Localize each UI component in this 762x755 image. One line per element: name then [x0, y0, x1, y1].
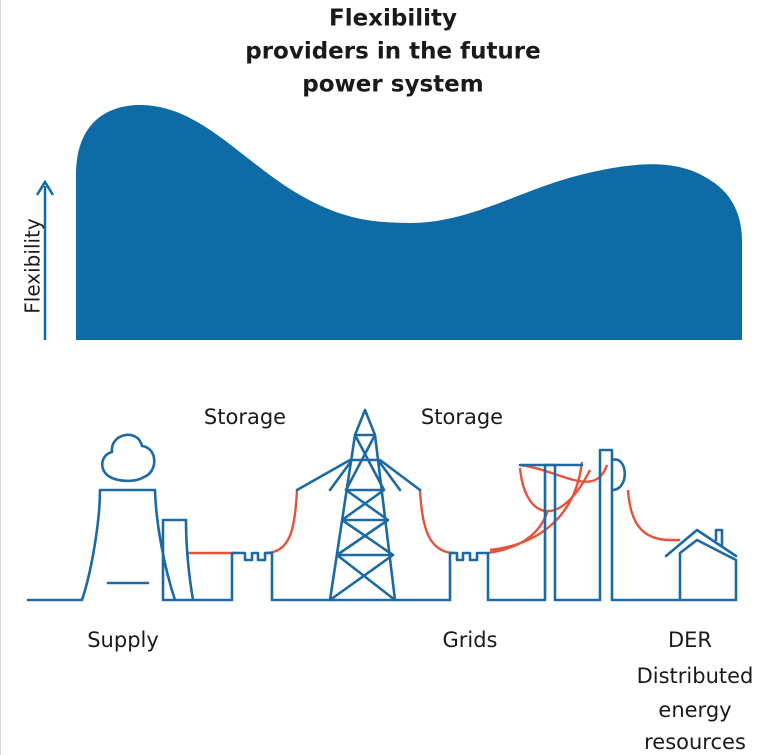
supply-label: Supply	[87, 628, 159, 652]
grids-label: Grids	[442, 628, 497, 652]
pole-arms	[518, 458, 626, 492]
pylon	[295, 408, 422, 602]
title-line: Flexibility	[329, 6, 457, 32]
der-description: Distributed	[637, 664, 754, 688]
title-line: power system	[302, 72, 483, 98]
storage-label: Storage	[204, 405, 286, 429]
axis-label: Flexibility	[21, 218, 45, 314]
arrow-head	[35, 179, 55, 196]
der-description: resources	[644, 730, 746, 754]
storage-label: Storage	[421, 405, 503, 429]
illustration	[26, 408, 738, 602]
steam-cloud	[100, 433, 156, 483]
power-lines	[186, 461, 680, 555]
buildings-outline	[26, 448, 738, 602]
flexibility-area	[76, 105, 742, 340]
der-description: energy	[658, 698, 731, 722]
title-line: providers in the future	[245, 39, 541, 65]
der-label: DER	[668, 628, 712, 652]
